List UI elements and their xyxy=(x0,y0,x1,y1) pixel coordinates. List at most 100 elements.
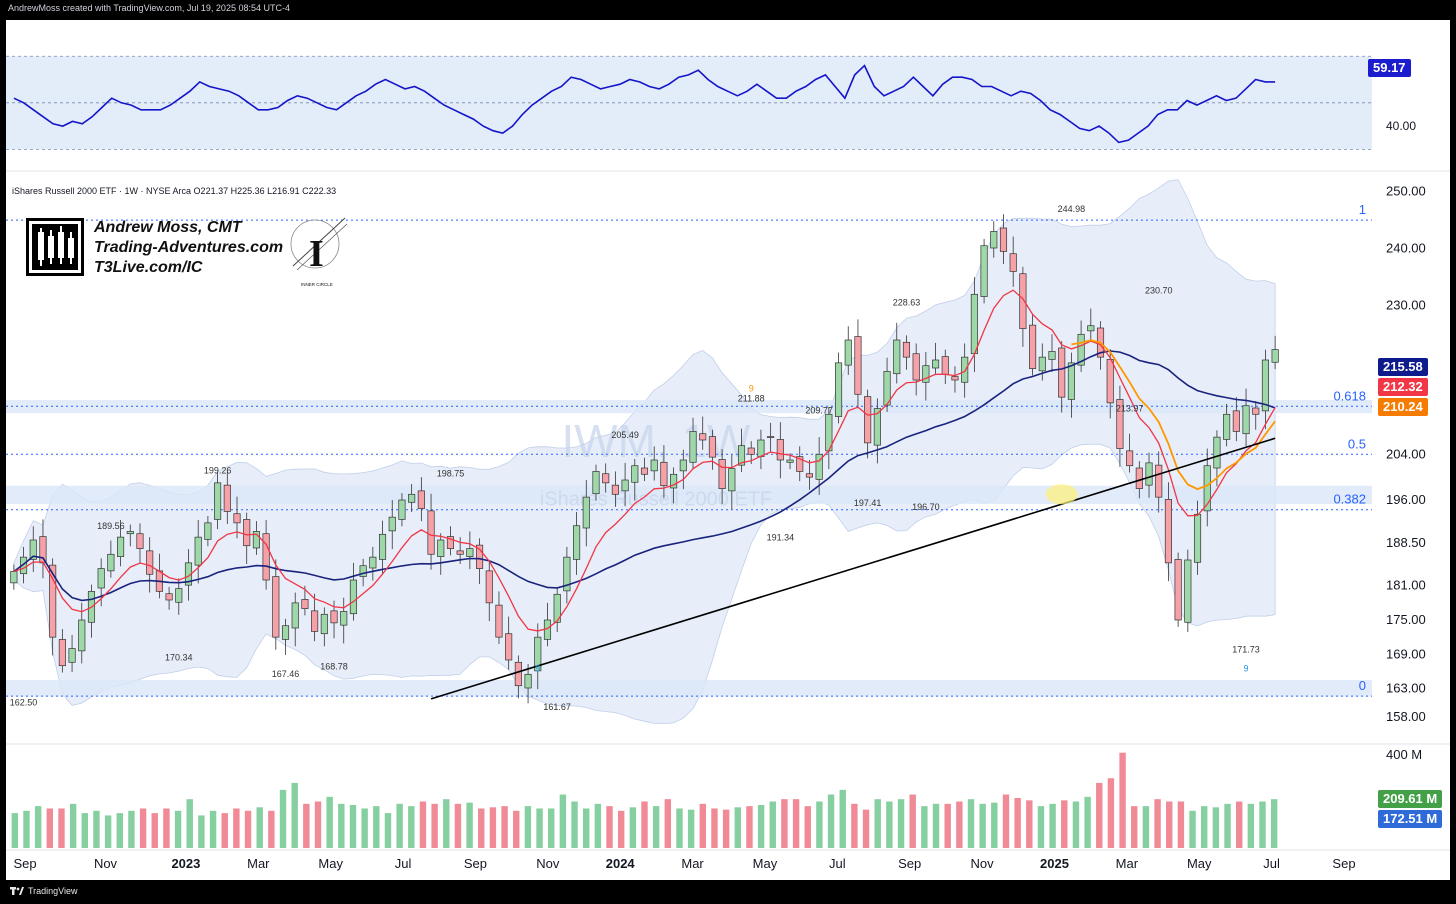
volume-bar xyxy=(1189,810,1196,848)
price-label-13: 228.63 xyxy=(893,298,921,308)
time-label-2: 2023 xyxy=(171,856,200,871)
volume-bar xyxy=(23,810,30,848)
candle xyxy=(311,610,319,632)
candle xyxy=(1009,253,1017,272)
time-label-3: Mar xyxy=(247,856,270,871)
sma-tag: 215.58 xyxy=(1378,358,1428,376)
time-label-15: Mar xyxy=(1116,856,1139,871)
volume-bar xyxy=(722,809,730,848)
candle xyxy=(20,556,28,575)
candle xyxy=(737,445,746,466)
volume-bar xyxy=(1270,799,1278,848)
volume-bar xyxy=(1247,803,1255,848)
candle xyxy=(1242,405,1250,435)
volume-bar xyxy=(46,808,54,848)
price-tick-7: 181.00 xyxy=(1386,578,1426,593)
chart-canvas: 40.00 IWM, 1W iShares Russell 2000 ETF 1 0.… xyxy=(6,20,1450,880)
candle xyxy=(1058,347,1066,398)
volume-bar xyxy=(116,813,123,848)
sma-line xyxy=(13,350,1276,602)
volume-bar xyxy=(944,803,951,848)
candle xyxy=(1038,356,1046,372)
volume-bar xyxy=(1061,800,1068,848)
candle xyxy=(320,613,328,635)
volume-bar xyxy=(34,806,42,848)
candle xyxy=(1155,464,1163,498)
price-tick-5: 196.00 xyxy=(1386,492,1426,507)
candle xyxy=(621,479,629,492)
volume-bar xyxy=(1072,801,1080,848)
candle xyxy=(388,516,396,532)
candle xyxy=(117,536,125,557)
zone-support xyxy=(6,680,1372,697)
volume-bar xyxy=(128,810,135,848)
price-tick-4: 204.00 xyxy=(1386,446,1426,461)
volume-bar xyxy=(1142,806,1150,848)
volume-bar xyxy=(1212,807,1220,848)
candle xyxy=(1077,333,1085,366)
rsi-band xyxy=(6,56,1372,150)
volume-bar xyxy=(408,806,415,848)
candle xyxy=(1106,359,1114,404)
candle xyxy=(941,356,949,375)
candle xyxy=(281,625,290,640)
candle xyxy=(1116,399,1124,449)
volume-bar xyxy=(769,801,776,848)
candle xyxy=(961,356,969,383)
candle xyxy=(456,550,464,555)
td-mark-2: 9 xyxy=(1244,663,1249,673)
header-credit: AndrewMoss created with TradingView.com,… xyxy=(8,3,290,13)
volume-bar xyxy=(373,806,380,848)
candle xyxy=(834,362,843,417)
candle xyxy=(864,396,872,444)
volume-bar xyxy=(349,804,357,848)
time-label-18: Sep xyxy=(1332,856,1355,871)
volume-bar xyxy=(886,801,893,848)
candle xyxy=(640,467,649,475)
time-label-14: 2025 xyxy=(1040,856,1069,871)
price-label-5: 168.78 xyxy=(320,662,348,672)
candle xyxy=(553,593,561,623)
candle xyxy=(602,473,610,484)
volume-bar xyxy=(291,782,298,848)
candle xyxy=(757,439,765,457)
time-label-17: Jul xyxy=(1263,856,1280,871)
volume-bar xyxy=(979,803,986,848)
candle xyxy=(747,447,755,455)
price-tick-8: 175.00 xyxy=(1386,612,1426,627)
candle xyxy=(505,633,513,661)
volume-tag-1: 209.61 M xyxy=(1378,790,1443,808)
price-tick-9: 169.00 xyxy=(1386,646,1426,661)
volume-bar xyxy=(443,799,450,848)
price-label-11: 209.77 xyxy=(805,405,833,415)
fib-label-1: 0.618 xyxy=(1333,388,1366,403)
candle xyxy=(1019,273,1027,329)
ema-orange-tag: 210.24 xyxy=(1378,398,1428,416)
price-label-7: 161.67 xyxy=(543,702,571,712)
price-label-18: 171.73 xyxy=(1232,645,1260,655)
volume-bar xyxy=(1201,806,1208,848)
volume-bar xyxy=(862,809,870,848)
volume-bar xyxy=(209,810,217,848)
inner-circle-logo-icon: I INNER CIRCLE xyxy=(290,217,348,287)
volume-bar xyxy=(641,801,648,848)
price-label-1: 189.56 xyxy=(97,521,125,531)
price-pane: IWM, 1W iShares Russell 2000 ETF 1 0.618 0.5… xyxy=(6,179,1372,725)
price-tick-0: 250.00 xyxy=(1386,183,1426,198)
candle xyxy=(670,473,678,489)
candle xyxy=(378,533,387,560)
volume-bar xyxy=(431,803,438,848)
candle xyxy=(1164,499,1172,564)
time-label-7: Nov xyxy=(536,856,560,871)
candle xyxy=(272,576,280,638)
price-tick-1: 240.00 xyxy=(1386,241,1426,256)
volume-bar xyxy=(244,810,252,848)
candle xyxy=(214,482,222,520)
fib-label-0: 1 xyxy=(1359,202,1366,217)
candle xyxy=(524,673,532,689)
candle xyxy=(330,610,338,624)
candle xyxy=(485,570,493,604)
volume-bar xyxy=(792,799,800,848)
volume-bar xyxy=(396,803,403,848)
volume-bar xyxy=(163,808,170,848)
